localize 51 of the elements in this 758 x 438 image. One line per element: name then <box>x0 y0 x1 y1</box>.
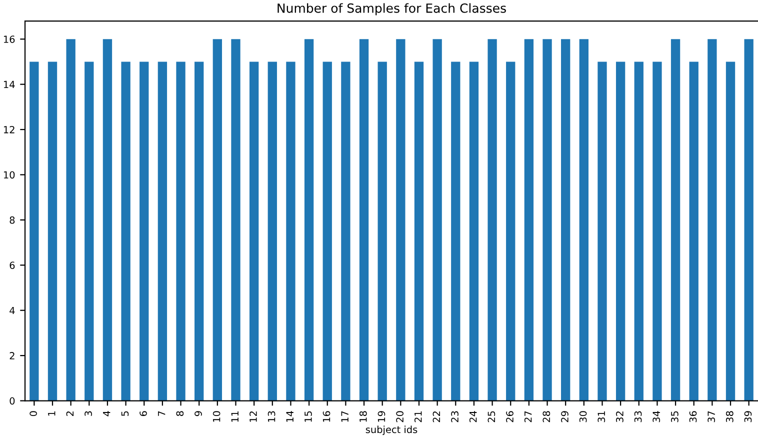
x-tick-label: 12 <box>250 411 257 422</box>
x-tick-label: 26 <box>506 411 514 422</box>
y-tick-label: 0 <box>10 397 15 405</box>
y-tick-label: 4 <box>10 306 15 314</box>
chart-title: Number of Samples for Each Classes <box>278 3 506 16</box>
x-tick-label: 19 <box>378 411 386 422</box>
x-tick-label: 37 <box>708 411 716 422</box>
x-tick-label: 36 <box>689 411 697 422</box>
y-tick-label: 10 <box>4 171 15 179</box>
x-tick-label: 15 <box>304 411 312 422</box>
x-tick-label: 33 <box>634 411 642 422</box>
x-tick-label: 34 <box>652 411 660 422</box>
x-tick-label: 39 <box>744 411 752 422</box>
x-tick-label: 4 <box>103 411 110 416</box>
x-tick-label: 1 <box>48 411 56 416</box>
x-tick-label: 0 <box>30 411 37 416</box>
x-tick-label: 11 <box>231 411 238 422</box>
y-tick-label: 2 <box>10 352 14 360</box>
x-tick-label: 30 <box>579 411 587 422</box>
x-tick-label: 20 <box>396 411 404 422</box>
y-tick-label: 8 <box>10 216 15 224</box>
x-tick-label: 13 <box>268 411 276 422</box>
x-tick-label: 10 <box>212 411 220 422</box>
x-tick-label: 29 <box>561 411 568 422</box>
x-tick-label: 9 <box>194 411 202 416</box>
x-tick-label: 6 <box>140 411 147 416</box>
x-tick-label: 2 <box>66 411 74 416</box>
x-tick-label: 28 <box>542 411 550 422</box>
x-tick-label: 5 <box>121 411 129 416</box>
x-tick-label: 24 <box>469 411 477 422</box>
x-tick-label: 18 <box>359 411 367 422</box>
x-tick-label: 38 <box>726 411 734 422</box>
y-tick-label: 6 <box>10 262 15 269</box>
x-tick-label: 17 <box>341 411 348 422</box>
x-tick-label: 14 <box>286 411 294 422</box>
x-tick-label: 7 <box>158 411 166 416</box>
x-tick-label: 21 <box>414 411 422 422</box>
x-tick-label: 23 <box>451 411 458 422</box>
x-tick-label: 32 <box>616 411 624 422</box>
y-tick-label: 14 <box>4 80 15 88</box>
x-tick-label: 27 <box>524 411 532 422</box>
y-tick-label: 12 <box>4 126 14 134</box>
y-tick-label: 16 <box>4 36 15 43</box>
x-tick-label: 22 <box>432 411 440 422</box>
x-tick-label: 25 <box>488 411 496 422</box>
x-tick-label: 31 <box>598 411 606 422</box>
x-tick-label: 3 <box>84 411 92 416</box>
x-tick-label: 8 <box>176 411 184 416</box>
x-tick-label: 35 <box>671 411 678 422</box>
x-tick-label: 16 <box>322 411 330 422</box>
x-axis-title: subject ids <box>366 426 418 436</box>
